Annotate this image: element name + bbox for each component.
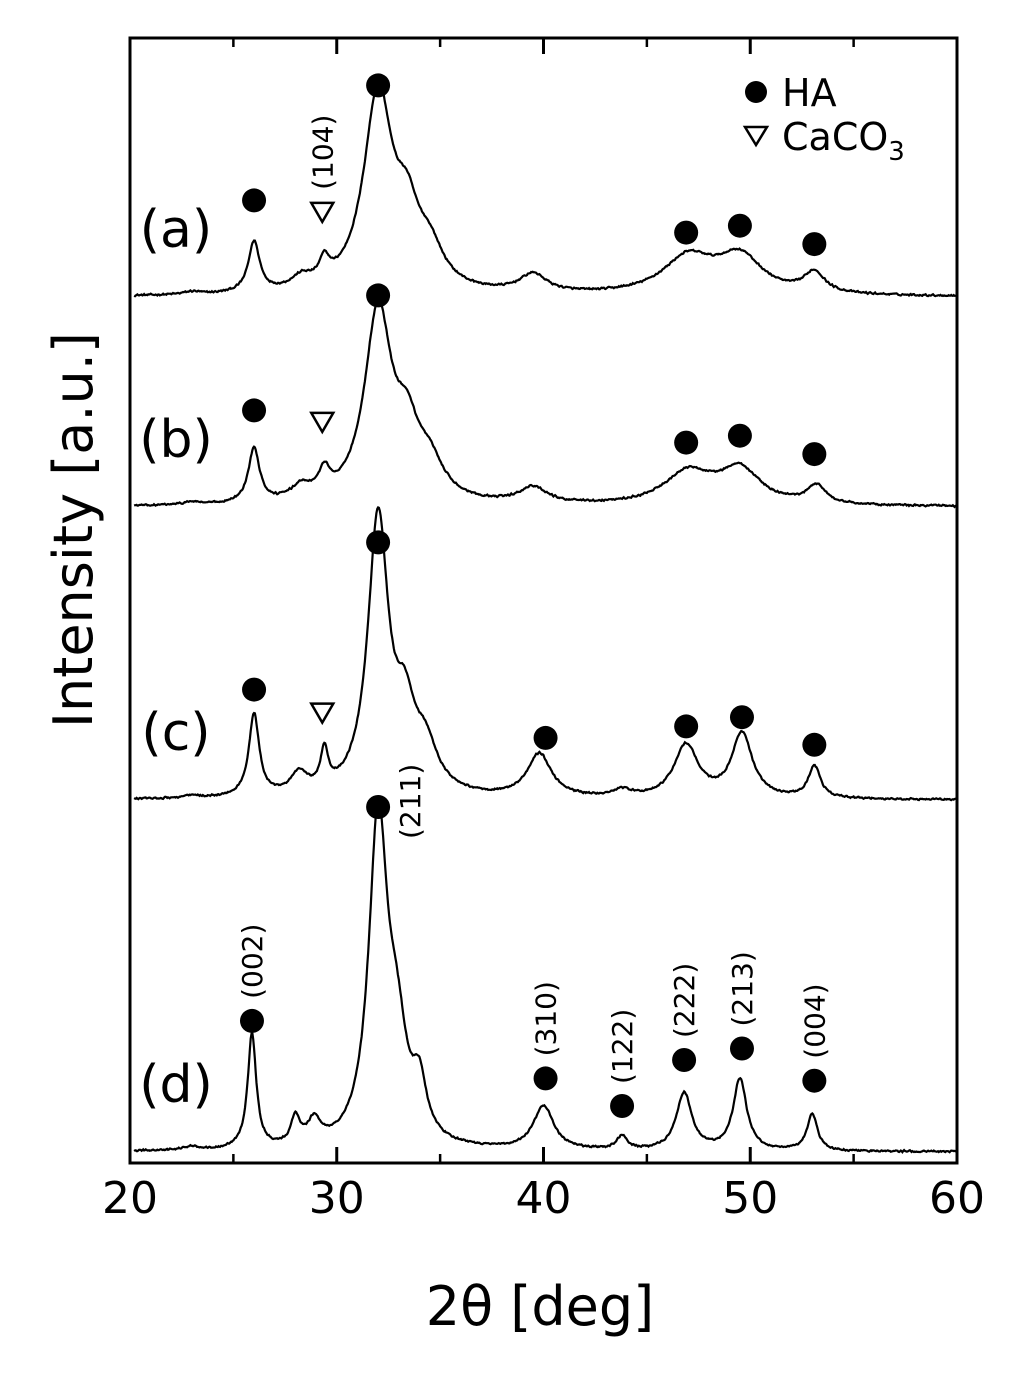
- legend-caco3-label: CaCO3: [782, 115, 905, 167]
- caco3-peak-marker: [309, 702, 336, 726]
- x-tick-label: 50: [722, 1173, 778, 1224]
- miller-index-label: (213): [726, 951, 759, 1026]
- ha-peak-marker: [366, 283, 391, 308]
- ha-peak-marker: [672, 1048, 697, 1072]
- ha-peak-marker: [729, 1036, 754, 1061]
- ha-peak-marker: [366, 795, 391, 819]
- caco3-peak-marker: [309, 201, 336, 225]
- series-label: (a): [140, 200, 212, 260]
- ha-peak-marker: [610, 1094, 635, 1118]
- y-axis-label: Intensity [a.u.]: [42, 332, 105, 728]
- miller-index-label: (002): [236, 924, 269, 999]
- ha-peak-marker: [239, 1008, 264, 1033]
- x-axis-ticks: 20 30 40 50 60: [102, 38, 985, 1224]
- miller-index-label: (310): [530, 981, 563, 1056]
- legend-caco3-marker: [742, 125, 770, 148]
- caco3-peak-marker: [309, 411, 336, 435]
- ha-peak-marker: [366, 73, 391, 98]
- miller-index-label: (104): [306, 115, 339, 190]
- series-label: (b): [139, 410, 213, 470]
- series-line-d: [133, 797, 958, 1155]
- miller-index-label: (211): [394, 764, 427, 839]
- peak-markers: (104) (002) (211) (310) (122) (222) (213) (004): [236, 73, 831, 1118]
- x-tick-label: 20: [102, 1173, 158, 1224]
- ha-peak-marker: [674, 220, 699, 245]
- ha-peak-marker: [727, 213, 752, 238]
- series-line-c: [133, 505, 958, 802]
- legend-caco3-base: CaCO: [782, 115, 888, 159]
- ha-peak-marker: [533, 1066, 558, 1091]
- miller-index-label: (004): [798, 983, 831, 1058]
- ha-peak-marker: [729, 705, 754, 730]
- legend-ha-label: HA: [782, 71, 837, 115]
- ha-peak-marker: [242, 677, 267, 702]
- ha-peak-marker: [802, 732, 827, 757]
- ha-peak-marker: [802, 442, 827, 467]
- x-tick-label: 60: [929, 1173, 985, 1224]
- x-tick-label: 30: [309, 1173, 365, 1224]
- curves: (a) (b) (c) (d): [133, 80, 958, 1155]
- ha-peak-marker: [366, 530, 391, 555]
- series-label: (d): [139, 1055, 213, 1115]
- ha-peak-marker: [802, 232, 827, 257]
- ha-peak-marker: [802, 1068, 827, 1093]
- series-line-a: [133, 80, 958, 298]
- series-line-b: [133, 298, 957, 509]
- miller-index-label: (222): [668, 963, 701, 1038]
- ha-peak-marker: [242, 188, 267, 213]
- ha-peak-marker: [727, 423, 752, 448]
- legend: HA CaCO3: [742, 71, 905, 167]
- ha-peak-marker: [674, 430, 699, 455]
- series-label: (c): [141, 703, 210, 763]
- ha-peak-marker: [533, 725, 558, 750]
- miller-index-label: (122): [606, 1009, 639, 1084]
- x-tick-label: 40: [516, 1173, 572, 1224]
- ha-peak-marker: [674, 714, 699, 739]
- x-axis-label: 2θ [deg]: [426, 1275, 654, 1338]
- ha-peak-marker: [242, 398, 267, 423]
- legend-caco3-subscript: 3: [888, 137, 905, 167]
- legend-ha-marker: [745, 81, 767, 103]
